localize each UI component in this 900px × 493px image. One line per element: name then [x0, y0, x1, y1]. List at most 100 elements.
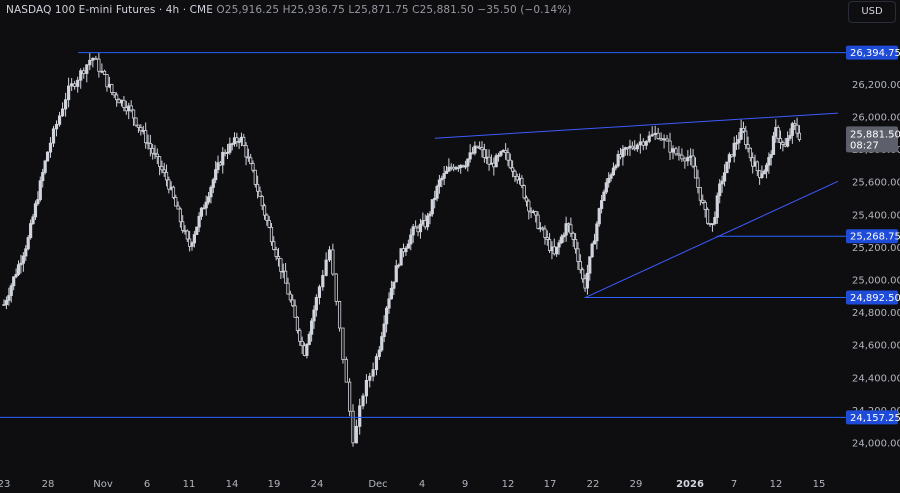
candle-body: [228, 143, 232, 153]
candle-body: [767, 157, 771, 166]
candle-body: [771, 135, 776, 155]
candle-body: [795, 124, 799, 134]
candle-body: [653, 132, 657, 136]
candle-body: [144, 130, 148, 144]
candle-body: [4, 300, 9, 305]
candle-body: [499, 151, 503, 156]
candle-body: [569, 224, 573, 234]
candle-body: [656, 132, 660, 139]
candle-body: [520, 177, 524, 186]
candle-body: [696, 177, 700, 188]
countdown-text: 08:27: [850, 140, 879, 151]
candle-body: [351, 410, 355, 444]
candle-body: [611, 167, 616, 176]
y-tick-label: 24,800.00: [852, 308, 900, 319]
candle-body: [327, 249, 332, 261]
currency-button[interactable]: USD: [848, 1, 896, 23]
candle-body: [797, 132, 802, 140]
candle-body: [14, 274, 18, 278]
candle-body: [659, 138, 663, 141]
candle-body: [760, 173, 764, 178]
candle-body: [635, 144, 639, 150]
candle-body: [33, 203, 38, 218]
candle-body: [185, 230, 189, 240]
candle-body: [425, 215, 430, 228]
candle-body: [430, 199, 434, 215]
candle-body: [616, 154, 620, 167]
candle-body: [88, 59, 92, 66]
candle-body: [157, 156, 162, 167]
candle-body: [536, 214, 540, 229]
x-tick-label: 15: [813, 479, 826, 490]
candle-body: [487, 156, 491, 165]
candle-body: [178, 208, 182, 223]
candle-body: [581, 269, 585, 280]
candle-body: [100, 70, 104, 73]
candle-body: [288, 293, 292, 301]
candle-body: [374, 356, 379, 371]
candle-body: [389, 287, 394, 300]
level-price-label: [846, 290, 898, 305]
candle-body: [105, 74, 109, 88]
candle-body: [769, 154, 773, 158]
candle-body: [595, 223, 599, 242]
candle-body: [276, 256, 281, 260]
candle-body: [571, 232, 575, 240]
level-price-text: 25,268.75: [850, 232, 900, 243]
candle-body: [341, 327, 345, 360]
candle-body: [2, 304, 6, 306]
candle-body: [102, 70, 107, 75]
candle-body: [683, 158, 687, 162]
y-tick-label: 25,000.00: [852, 276, 900, 287]
candle-body: [473, 145, 477, 154]
candle-body: [793, 123, 797, 126]
candle-body: [199, 207, 204, 217]
candle-body: [7, 295, 11, 301]
candle-body: [244, 145, 248, 158]
candle-body: [482, 149, 486, 158]
candle-body: [788, 135, 792, 139]
candle-body: [291, 299, 295, 307]
candle-body: [181, 221, 185, 231]
candle-body: [167, 179, 171, 190]
candle-body: [45, 151, 50, 162]
candle-body: [368, 375, 372, 381]
candle-body: [534, 211, 538, 216]
candle-body: [272, 241, 276, 250]
candle-body: [384, 307, 389, 325]
candle-body: [722, 172, 727, 182]
x-tick-label: 12: [770, 479, 783, 490]
candle-body: [411, 226, 415, 236]
candle-body: [242, 136, 246, 146]
candle-body: [737, 138, 741, 144]
candle-body: [60, 108, 65, 117]
x-tick-label: 22: [587, 479, 600, 490]
candle-body: [437, 179, 442, 187]
candle-body: [269, 226, 274, 243]
candle-body: [557, 242, 561, 248]
candle-body: [585, 272, 590, 289]
candle-body: [693, 165, 698, 179]
candle-body: [235, 137, 239, 143]
candle-body: [677, 153, 681, 156]
candle-body: [295, 316, 300, 331]
x-tick-label: 17: [544, 479, 557, 490]
candle-body: [614, 165, 618, 169]
candle-body: [545, 237, 549, 240]
symbol-title: NASDAQ 100 E-mini Futures · 4h · CME: [6, 4, 213, 16]
candle-body: [38, 180, 42, 200]
candle-body: [382, 323, 386, 337]
candle-body: [354, 425, 358, 444]
candle-body: [406, 243, 410, 249]
x-tick-label: 29: [630, 479, 643, 490]
candle-body: [36, 199, 40, 205]
candle-body: [284, 270, 288, 284]
x-tick-label: 7: [731, 479, 737, 490]
open-label: O: [216, 4, 225, 16]
candle-body: [274, 249, 278, 257]
candle-body: [94, 57, 98, 60]
close-label: C: [412, 4, 420, 16]
candle-body: [680, 154, 684, 160]
